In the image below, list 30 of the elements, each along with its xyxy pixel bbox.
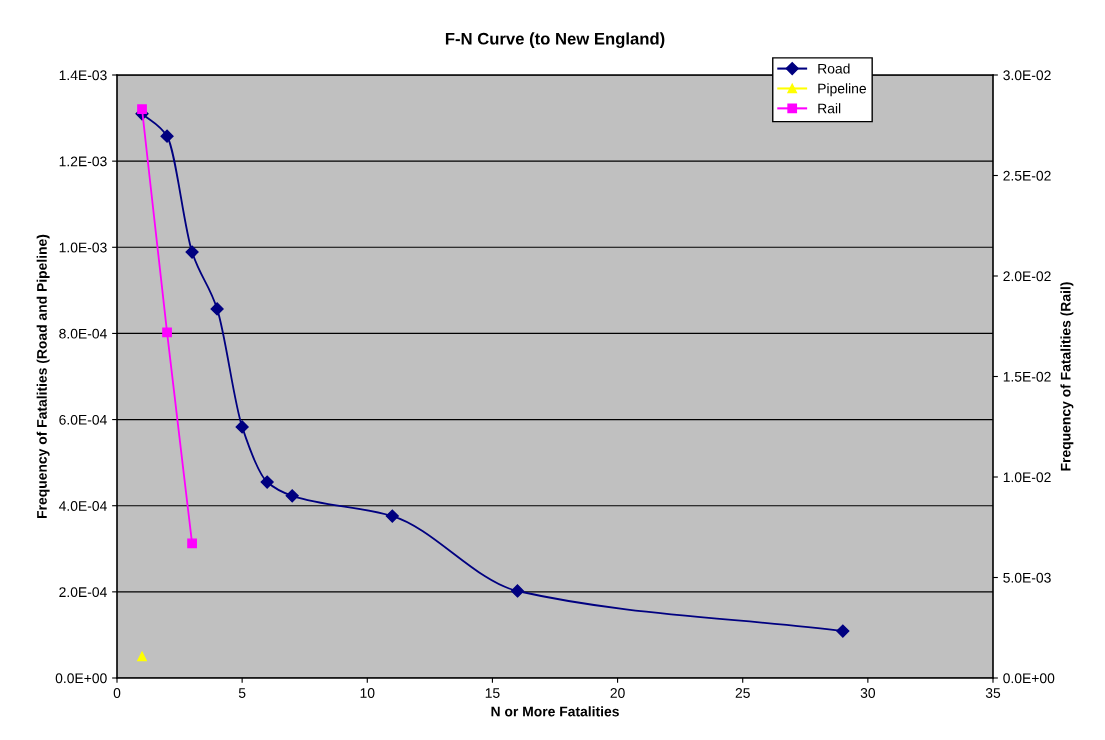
x-axis-title: N or More Fatalities bbox=[491, 706, 619, 717]
y2-tick-label: 2.0E-02 bbox=[1003, 271, 1051, 282]
x-tick-label: 25 bbox=[735, 688, 750, 698]
y-tick-label: 1.2E-03 bbox=[59, 156, 107, 167]
x-tick-label: 5 bbox=[238, 688, 246, 698]
legend-label: Pipeline bbox=[818, 83, 866, 97]
x-tick-label: 15 bbox=[485, 688, 500, 698]
y-tick-label: 2.0E-04 bbox=[59, 587, 107, 598]
x-tick-label: 35 bbox=[985, 688, 1001, 698]
y2-tick-label: 2.5E-02 bbox=[1003, 170, 1051, 181]
x-tick-label: 30 bbox=[860, 688, 876, 698]
y-tick-label: 8.0E-04 bbox=[59, 328, 107, 339]
legend-label: Rail bbox=[818, 103, 841, 114]
y2-tick-label: 3.0E-02 bbox=[1003, 70, 1051, 81]
y-tick-label: 4.0E-04 bbox=[58, 501, 107, 511]
x-tick-label: 10 bbox=[360, 688, 375, 698]
y2-axis-title: Frequency of Fatalities (Rail) bbox=[1060, 282, 1074, 471]
chart-title: F-N Curve (to New England) bbox=[445, 32, 665, 48]
x-tick-label: 0 bbox=[113, 688, 121, 698]
y-tick-label: 6.0E-04 bbox=[59, 414, 107, 425]
y-tick-label: 1.4E-03 bbox=[59, 70, 107, 81]
y2-tick-label: 0.0E+00 bbox=[1003, 673, 1055, 684]
y2-tick-label: 5.0E-03 bbox=[1003, 572, 1051, 583]
legend-label: Road bbox=[818, 63, 850, 74]
y-tick-label: 0.0E+00 bbox=[55, 673, 107, 684]
y-tick-label: 1.0E-03 bbox=[59, 242, 107, 253]
y2-tick-label: 1.5E-02 bbox=[1003, 371, 1051, 382]
y2-tick-label: 1.0E-02 bbox=[1003, 472, 1051, 483]
x-tick-label: 20 bbox=[610, 688, 625, 698]
y-axis-title: Frequency of Fatalities (Road and Pipeline) bbox=[36, 234, 50, 518]
